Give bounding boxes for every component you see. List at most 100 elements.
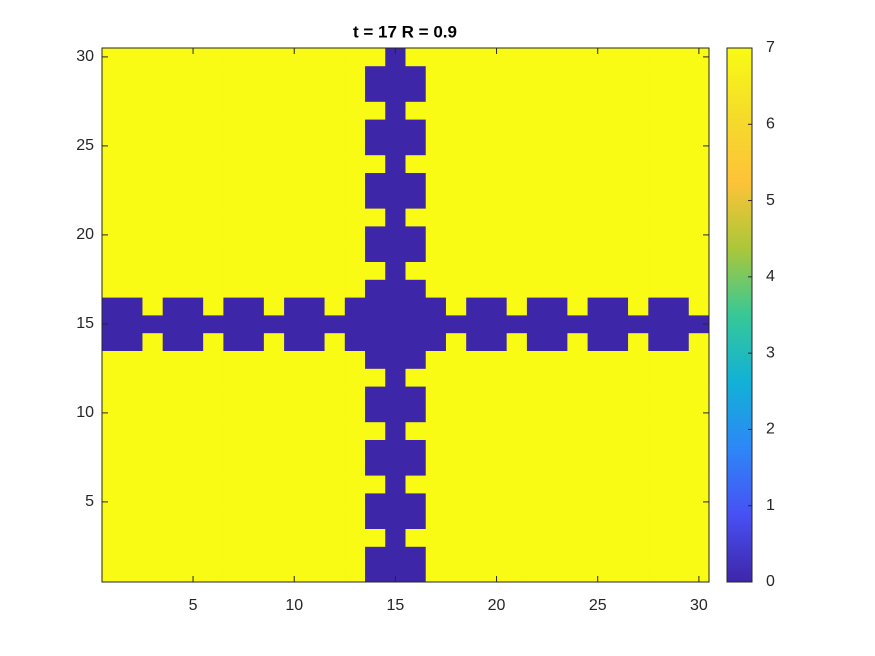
colorbar-tick-label: 2 bbox=[766, 421, 775, 438]
cell bbox=[243, 439, 265, 458]
cell bbox=[304, 154, 325, 173]
cell bbox=[628, 475, 649, 494]
cell bbox=[567, 65, 588, 84]
cell bbox=[425, 243, 447, 262]
cell bbox=[142, 404, 164, 423]
cell bbox=[628, 101, 649, 120]
cell bbox=[223, 528, 245, 547]
cell bbox=[182, 208, 204, 227]
cell bbox=[182, 261, 204, 280]
cell bbox=[122, 439, 143, 458]
cell bbox=[688, 154, 710, 173]
cell bbox=[445, 243, 467, 262]
cell bbox=[304, 493, 325, 512]
cell bbox=[182, 83, 204, 102]
cell bbox=[425, 297, 447, 316]
cell bbox=[506, 65, 528, 84]
cell bbox=[486, 421, 508, 440]
cell bbox=[628, 386, 649, 405]
cell bbox=[567, 226, 588, 245]
cell bbox=[668, 493, 690, 512]
cell bbox=[445, 368, 467, 387]
cell bbox=[142, 243, 164, 262]
cell bbox=[567, 137, 588, 156]
cell bbox=[324, 48, 346, 67]
cell bbox=[263, 261, 285, 280]
cell bbox=[526, 119, 548, 138]
cell bbox=[587, 208, 609, 227]
cell bbox=[547, 493, 568, 512]
cell bbox=[223, 386, 245, 405]
cell bbox=[102, 119, 123, 138]
cell bbox=[547, 528, 568, 547]
cell bbox=[506, 332, 528, 351]
cell bbox=[162, 510, 184, 529]
cell bbox=[648, 297, 669, 316]
cell bbox=[365, 243, 386, 262]
cell bbox=[607, 528, 629, 547]
cell bbox=[405, 101, 427, 120]
cell bbox=[102, 386, 123, 405]
cell bbox=[162, 332, 184, 351]
cell bbox=[506, 226, 528, 245]
cell bbox=[263, 439, 285, 458]
cell bbox=[284, 208, 305, 227]
cell bbox=[526, 137, 548, 156]
cell bbox=[688, 510, 710, 529]
cell bbox=[648, 137, 669, 156]
cell bbox=[648, 439, 669, 458]
cell bbox=[526, 243, 548, 262]
cell bbox=[182, 457, 204, 476]
cell bbox=[203, 48, 224, 67]
cell bbox=[102, 101, 123, 120]
cell bbox=[365, 226, 386, 245]
cell bbox=[567, 119, 588, 138]
cell bbox=[567, 404, 588, 423]
cell bbox=[628, 297, 649, 316]
cell bbox=[142, 297, 164, 316]
cell bbox=[243, 493, 265, 512]
cell bbox=[102, 332, 123, 351]
cell bbox=[547, 475, 568, 494]
cell bbox=[688, 386, 710, 405]
cell bbox=[587, 493, 609, 512]
cell bbox=[466, 350, 487, 369]
cell bbox=[607, 421, 629, 440]
cell bbox=[263, 190, 285, 209]
cell bbox=[304, 546, 325, 565]
cell bbox=[587, 65, 609, 84]
cell bbox=[324, 404, 346, 423]
cell bbox=[587, 510, 609, 529]
cell bbox=[203, 421, 224, 440]
cell bbox=[142, 172, 164, 191]
cell bbox=[304, 368, 325, 387]
cell bbox=[365, 83, 386, 102]
cell bbox=[284, 83, 305, 102]
cell bbox=[142, 350, 164, 369]
cell bbox=[567, 315, 588, 334]
cell bbox=[344, 404, 366, 423]
cell bbox=[365, 137, 386, 156]
cell bbox=[385, 510, 406, 529]
cell bbox=[668, 101, 690, 120]
cell bbox=[628, 350, 649, 369]
cell bbox=[263, 546, 285, 565]
cell bbox=[324, 243, 346, 262]
cell bbox=[405, 119, 427, 138]
cell bbox=[344, 368, 366, 387]
cell bbox=[445, 48, 467, 67]
cell bbox=[547, 226, 568, 245]
cell bbox=[688, 564, 710, 583]
cell bbox=[648, 226, 669, 245]
cell bbox=[526, 475, 548, 494]
cell bbox=[526, 510, 548, 529]
cell bbox=[122, 208, 143, 227]
cell bbox=[405, 475, 427, 494]
cell bbox=[486, 350, 508, 369]
cell bbox=[304, 101, 325, 120]
cell bbox=[203, 101, 224, 120]
cell bbox=[243, 564, 265, 583]
cell bbox=[547, 208, 568, 227]
cell bbox=[162, 439, 184, 458]
cell bbox=[385, 48, 406, 67]
